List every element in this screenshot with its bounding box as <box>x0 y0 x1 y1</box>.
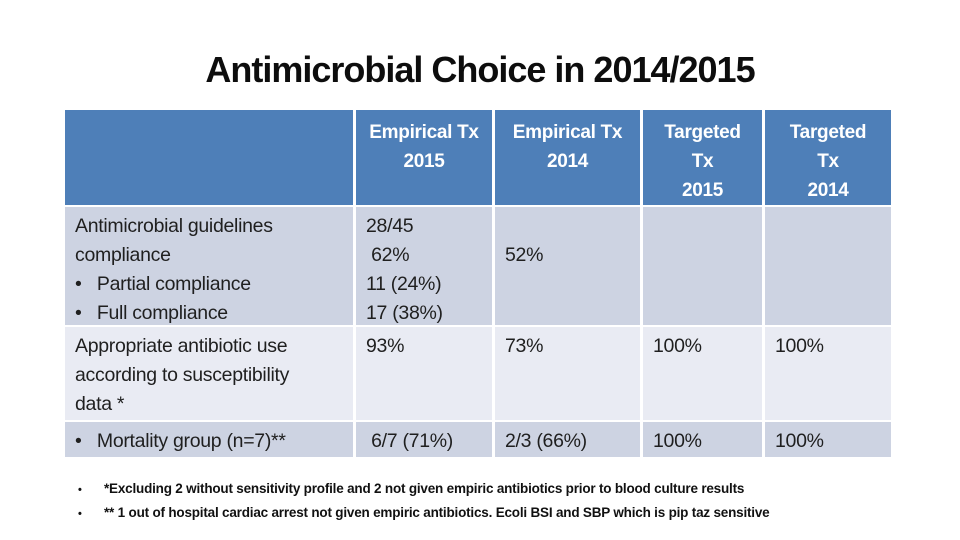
data-cell: 6/7 (71%) <box>356 422 492 457</box>
data-cell: 93% <box>356 327 492 420</box>
page-title: Antimicrobial Choice in 2014/2015 <box>205 49 755 90</box>
bullet-icon: • <box>78 507 82 520</box>
data-cell: 73% <box>495 327 640 420</box>
data-cell: 100% <box>643 327 762 420</box>
footnote-text: ** 1 out of hospital cardiac arrest not … <box>104 504 770 520</box>
data-cell: 52% <box>495 207 640 325</box>
header-cell-empirical-tx-2014: Empirical Tx 2014 <box>495 110 640 205</box>
data-cell <box>643 207 762 325</box>
footnote-line: • *Excluding 2 without sensitivity profi… <box>78 478 918 502</box>
header-cell-blank <box>65 110 353 205</box>
data-cell: 2/3 (66%) <box>495 422 640 457</box>
results-table: Empirical Tx 2015 Empirical Tx 2014 Targ… <box>65 110 891 457</box>
bullet-icon: • <box>78 484 82 496</box>
header-cell-targeted-tx-2014: Targeted Tx 2014 <box>765 110 891 205</box>
header-cell-targeted-tx-2015: Targeted Tx 2015 <box>643 110 762 205</box>
data-cell <box>765 207 891 325</box>
data-cell: 100% <box>643 422 762 457</box>
data-cell: 28/45 62% 11 (24%) 17 (38%) <box>356 207 492 325</box>
row-label-guidelines-compliance: Antimicrobial guidelines compliance • Pa… <box>65 207 353 325</box>
row-label-mortality-group: • Mortality group (n=7)** <box>65 422 353 457</box>
header-cell-empirical-tx-2015: Empirical Tx 2015 <box>356 110 492 205</box>
footnotes: • *Excluding 2 without sensitivity profi… <box>78 478 918 525</box>
footnote-text: *Excluding 2 without sensitivity profile… <box>104 481 745 496</box>
row-label-appropriate-antibiotic-use: Appropriate antibiotic use according to … <box>65 327 353 420</box>
data-cell: 100% <box>765 422 891 457</box>
footnote-line: • ** 1 out of hospital cardiac arrest no… <box>78 502 918 526</box>
data-cell: 100% <box>765 327 891 420</box>
